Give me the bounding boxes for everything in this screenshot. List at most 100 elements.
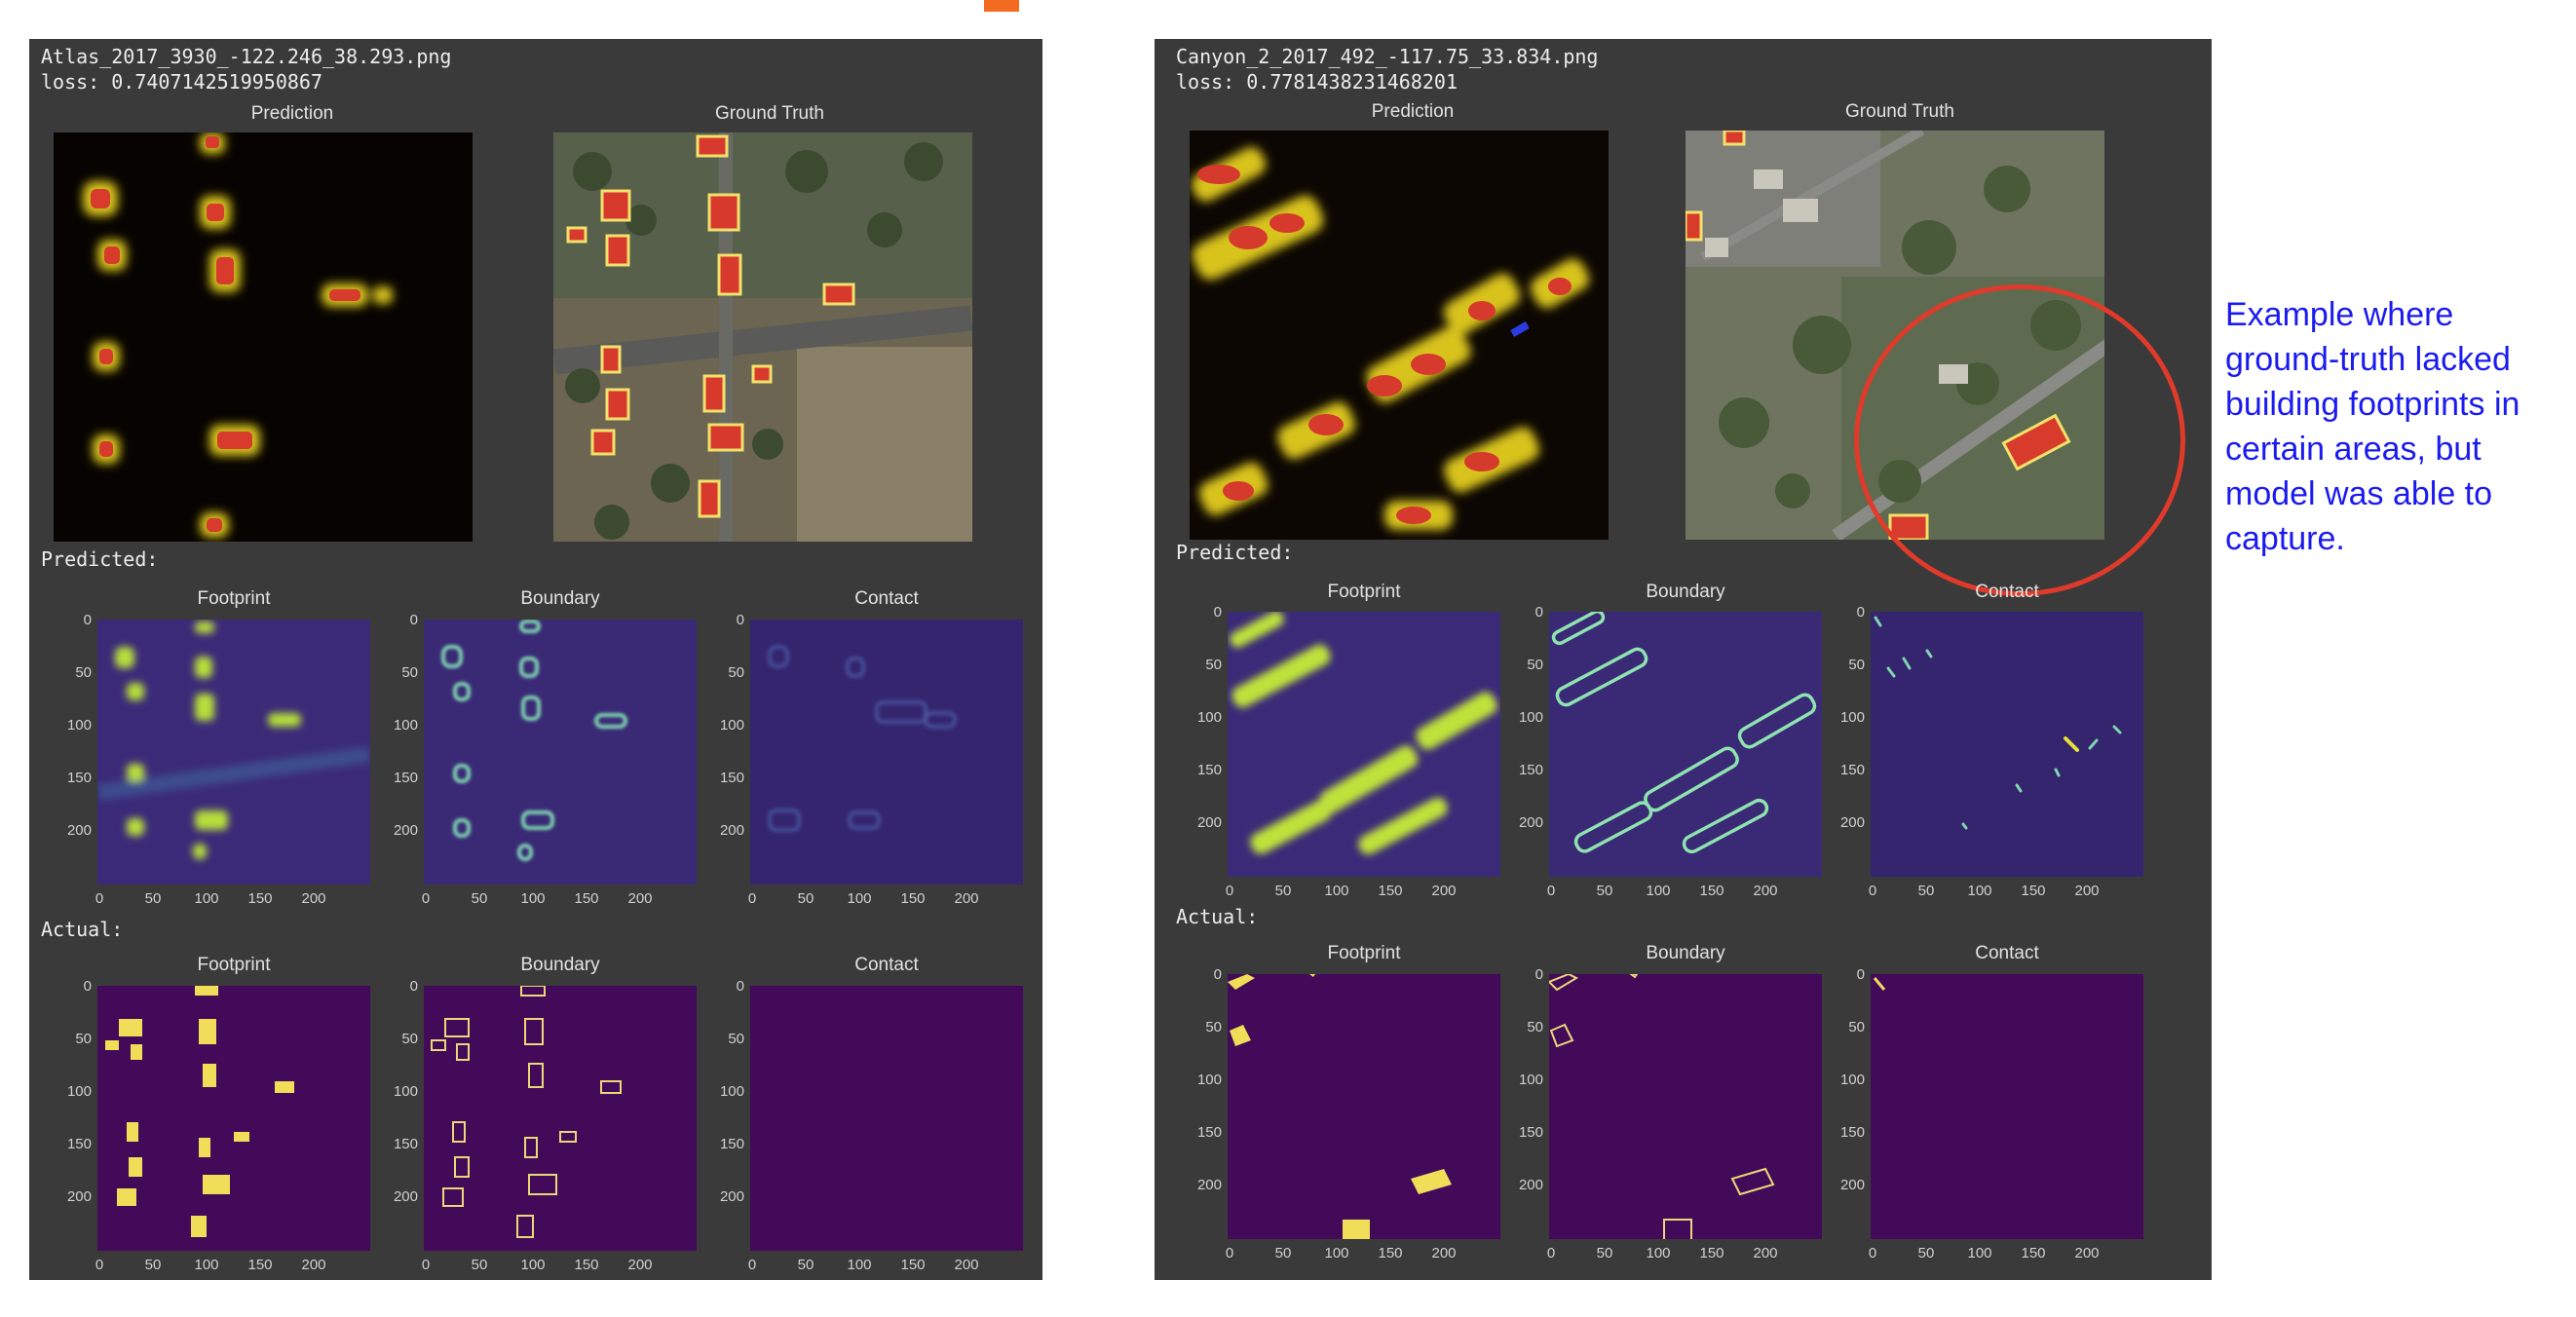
y-tick-label: 150 bbox=[719, 770, 744, 786]
boundary-title: Boundary bbox=[1646, 582, 1725, 602]
x-tick-label: 200 bbox=[954, 890, 979, 907]
x-tick-label: 150 bbox=[574, 890, 599, 907]
y-tick-label: 50 bbox=[1848, 657, 1865, 673]
y-tick-label: 200 bbox=[1196, 814, 1222, 831]
y-tick-label: 100 bbox=[719, 1083, 744, 1100]
x-tick-label: 100 bbox=[1967, 883, 1992, 899]
x-tick-label: 150 bbox=[574, 1257, 599, 1273]
loss-label: loss: 0.7407142519950867 bbox=[41, 70, 322, 94]
footprint-title: Footprint bbox=[1327, 582, 1401, 602]
y-tick-label: 150 bbox=[1518, 762, 1543, 778]
x-tick-label: 0 bbox=[747, 890, 757, 907]
x-tick-label: 0 bbox=[747, 1257, 757, 1273]
x-tick-label: 200 bbox=[627, 890, 653, 907]
predicted-contact-plot bbox=[1871, 612, 2143, 877]
x-tick-label: 0 bbox=[1868, 1245, 1877, 1261]
x-tick-label: 50 bbox=[471, 1257, 488, 1273]
y-tick-label: 100 bbox=[1839, 709, 1865, 726]
x-tick-label: 200 bbox=[2074, 1245, 2100, 1261]
x-tick-label: 100 bbox=[520, 1257, 546, 1273]
y-tick-label: 100 bbox=[1518, 1072, 1543, 1088]
x-tick-label: 200 bbox=[1753, 1245, 1778, 1261]
y-tick-label: 0 bbox=[736, 612, 744, 628]
right-result-panel: Canyon_2_2017_492_-117.75_33.834.png los… bbox=[1155, 39, 2212, 1280]
x-tick-label: 50 bbox=[797, 890, 814, 907]
y-tick-label: 100 bbox=[1196, 1072, 1222, 1088]
y-tick-label: 50 bbox=[75, 664, 92, 681]
x-tick-label: 0 bbox=[1546, 1245, 1556, 1261]
y-tick-label: 50 bbox=[1848, 1019, 1865, 1035]
y-tick-label: 200 bbox=[1839, 814, 1865, 831]
actual-contact-plot bbox=[750, 986, 1023, 1251]
y-tick-label: 0 bbox=[1856, 966, 1865, 983]
x-tick-label: 200 bbox=[301, 1257, 326, 1273]
y-tick-label: 150 bbox=[1839, 762, 1865, 778]
x-tick-label: 0 bbox=[421, 1257, 431, 1273]
y-tick-label: 0 bbox=[1213, 966, 1222, 983]
y-tick-label: 200 bbox=[719, 822, 744, 839]
x-tick-label: 150 bbox=[247, 890, 273, 907]
contact-title: Contact bbox=[854, 955, 919, 975]
contact-title: Contact bbox=[1975, 582, 2039, 602]
x-tick-label: 150 bbox=[900, 890, 926, 907]
y-tick-label: 150 bbox=[1196, 762, 1222, 778]
x-tick-label: 0 bbox=[1225, 1245, 1234, 1261]
y-tick-label: 50 bbox=[75, 1031, 92, 1047]
y-tick-label: 100 bbox=[66, 1083, 92, 1100]
x-tick-label: 50 bbox=[1917, 1245, 1935, 1261]
y-tick-label: 200 bbox=[719, 1188, 744, 1205]
y-tick-label: 50 bbox=[1205, 1019, 1222, 1035]
y-tick-label: 150 bbox=[393, 770, 418, 786]
filename-label: Atlas_2017_3930_-122.246_38.293.png bbox=[41, 45, 452, 68]
y-tick-label: 0 bbox=[1213, 604, 1222, 621]
y-tick-label: 200 bbox=[66, 1188, 92, 1205]
contact-title: Contact bbox=[1975, 943, 2039, 963]
x-tick-label: 150 bbox=[247, 1257, 273, 1273]
x-tick-label: 50 bbox=[144, 890, 162, 907]
y-tick-label: 100 bbox=[1518, 709, 1543, 726]
y-tick-label: 150 bbox=[1839, 1124, 1865, 1141]
x-tick-label: 100 bbox=[1967, 1245, 1992, 1261]
x-tick-label: 0 bbox=[1225, 883, 1234, 899]
actual-label: Actual: bbox=[1176, 905, 1259, 928]
y-tick-label: 100 bbox=[393, 1083, 418, 1100]
ground-truth-title: Ground Truth bbox=[715, 103, 824, 124]
y-tick-label: 50 bbox=[1527, 657, 1543, 673]
y-tick-label: 0 bbox=[1856, 604, 1865, 621]
x-tick-label: 50 bbox=[1596, 883, 1613, 899]
x-tick-label: 200 bbox=[1753, 883, 1778, 899]
x-tick-label: 100 bbox=[194, 890, 219, 907]
y-tick-label: 100 bbox=[1839, 1072, 1865, 1088]
x-tick-label: 200 bbox=[954, 1257, 979, 1273]
x-tick-label: 100 bbox=[520, 890, 546, 907]
footprint-title: Footprint bbox=[197, 955, 271, 975]
x-tick-label: 150 bbox=[2021, 1245, 2046, 1261]
y-tick-label: 100 bbox=[66, 717, 92, 734]
y-tick-label: 200 bbox=[1518, 1177, 1543, 1193]
x-tick-label: 50 bbox=[1274, 883, 1292, 899]
y-tick-label: 200 bbox=[393, 822, 418, 839]
x-tick-label: 50 bbox=[797, 1257, 814, 1273]
y-tick-label: 50 bbox=[401, 664, 418, 681]
x-tick-label: 100 bbox=[847, 890, 872, 907]
x-tick-label: 50 bbox=[1274, 1245, 1292, 1261]
x-tick-label: 0 bbox=[1546, 883, 1556, 899]
y-tick-label: 0 bbox=[409, 978, 418, 995]
x-tick-label: 200 bbox=[627, 1257, 653, 1273]
predicted-contact-plot bbox=[750, 620, 1023, 884]
y-tick-label: 150 bbox=[66, 770, 92, 786]
y-tick-label: 0 bbox=[1534, 604, 1543, 621]
x-tick-label: 0 bbox=[421, 890, 431, 907]
boundary-title: Boundary bbox=[1646, 943, 1725, 963]
x-tick-label: 150 bbox=[900, 1257, 926, 1273]
predicted-boundary-plot bbox=[424, 620, 697, 884]
y-tick-label: 200 bbox=[1196, 1177, 1222, 1193]
x-tick-label: 200 bbox=[1431, 883, 1457, 899]
orange-accent-mark bbox=[984, 0, 1019, 12]
y-tick-label: 0 bbox=[83, 612, 92, 628]
y-tick-label: 50 bbox=[1205, 657, 1222, 673]
x-tick-label: 0 bbox=[95, 1257, 104, 1273]
x-tick-label: 150 bbox=[1378, 883, 1403, 899]
y-tick-label: 0 bbox=[409, 612, 418, 628]
y-tick-label: 50 bbox=[728, 664, 744, 681]
